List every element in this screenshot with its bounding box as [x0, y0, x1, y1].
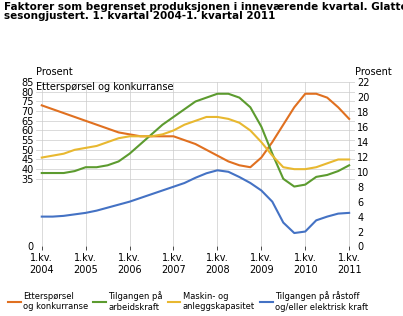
Text: Etterspørsel og konkurranse: Etterspørsel og konkurranse: [36, 82, 174, 92]
Legend: Etterspørsel
og konkurranse, Tilgangen på
arbeidskraft, Maskin- og
anleggskapasi: Etterspørsel og konkurranse, Tilgangen p…: [8, 292, 368, 312]
Text: Prosent: Prosent: [355, 67, 391, 77]
Text: Prosent: Prosent: [36, 67, 73, 77]
Text: sesongjustert. 1. kvartal 2004-1. kvartal 2011: sesongjustert. 1. kvartal 2004-1. kvarta…: [4, 11, 275, 21]
Text: Faktorer som begrenset produksjonen i inneværende kvartal. Glattet: Faktorer som begrenset produksjonen i in…: [4, 2, 403, 12]
